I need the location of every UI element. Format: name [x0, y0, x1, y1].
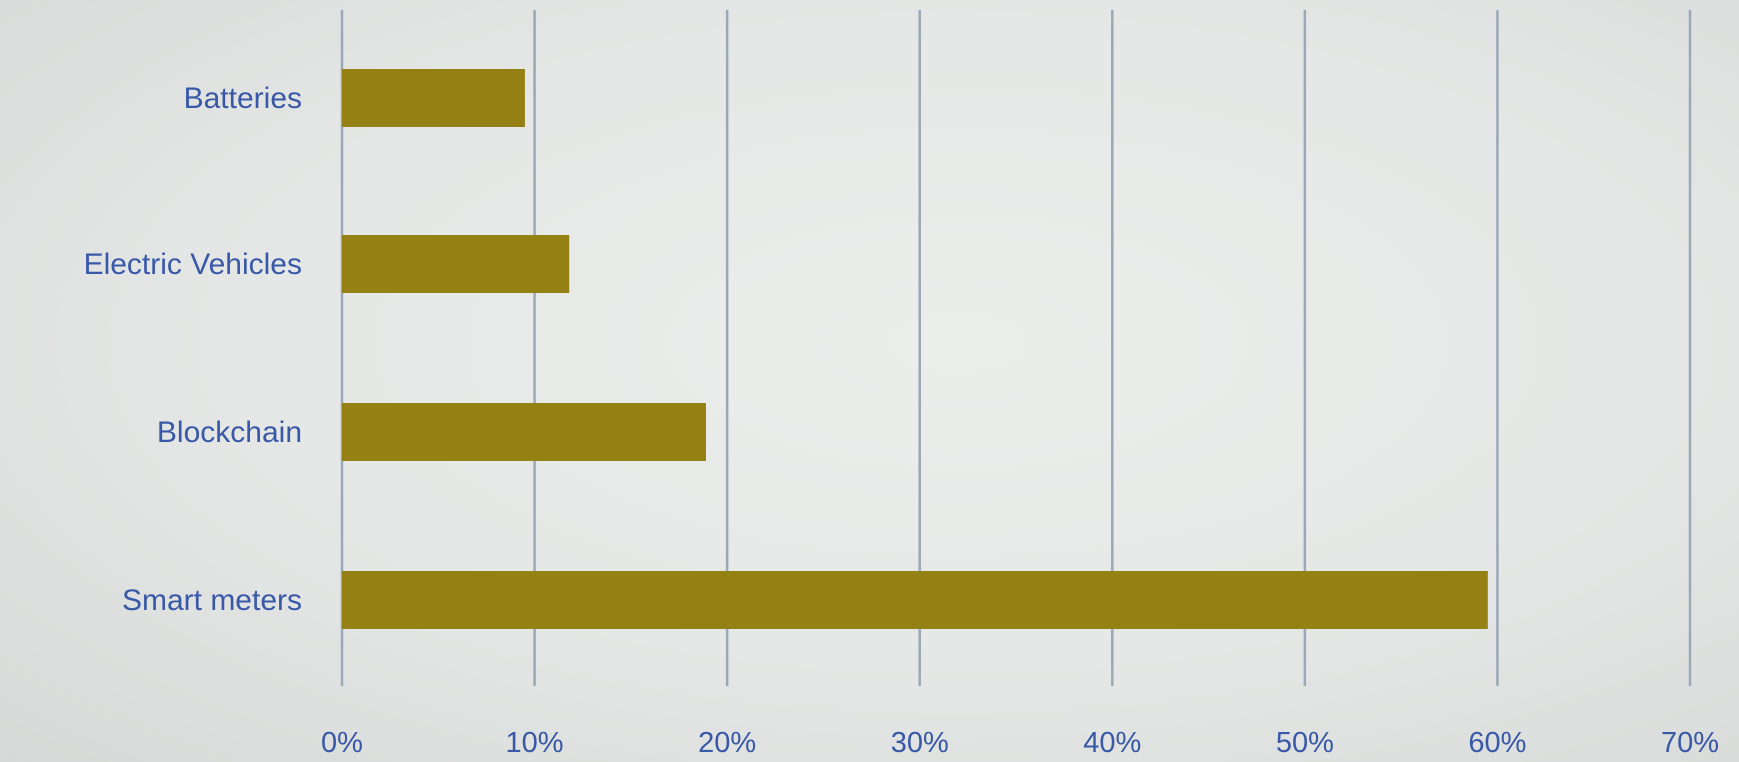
bar — [342, 69, 525, 127]
category-label: Batteries — [184, 82, 302, 115]
bar — [342, 235, 570, 293]
x-axis-tick-labels: 0% 10% 20% 30% 40% 50% 60% 70% — [321, 727, 1719, 759]
x-tick-label: 0% — [321, 727, 363, 759]
category-labels: Batteries Electric Vehicles Blockchain Smar… — [84, 82, 302, 617]
bar — [342, 571, 1488, 629]
x-tick-label: 30% — [891, 727, 949, 759]
x-tick-label: 40% — [1083, 727, 1141, 759]
bar — [342, 403, 706, 461]
category-label: Smart meters — [122, 584, 302, 617]
x-tick-label: 60% — [1468, 727, 1526, 759]
x-tick-label: 70% — [1661, 727, 1719, 759]
gridlines — [340, 10, 1692, 686]
category-label: Electric Vehicles — [84, 248, 302, 281]
bars — [342, 69, 1488, 629]
x-tick-label: 10% — [506, 727, 564, 759]
category-label: Blockchain — [157, 416, 302, 449]
x-tick-label: 20% — [698, 727, 756, 759]
x-tick-label: 50% — [1276, 727, 1334, 759]
